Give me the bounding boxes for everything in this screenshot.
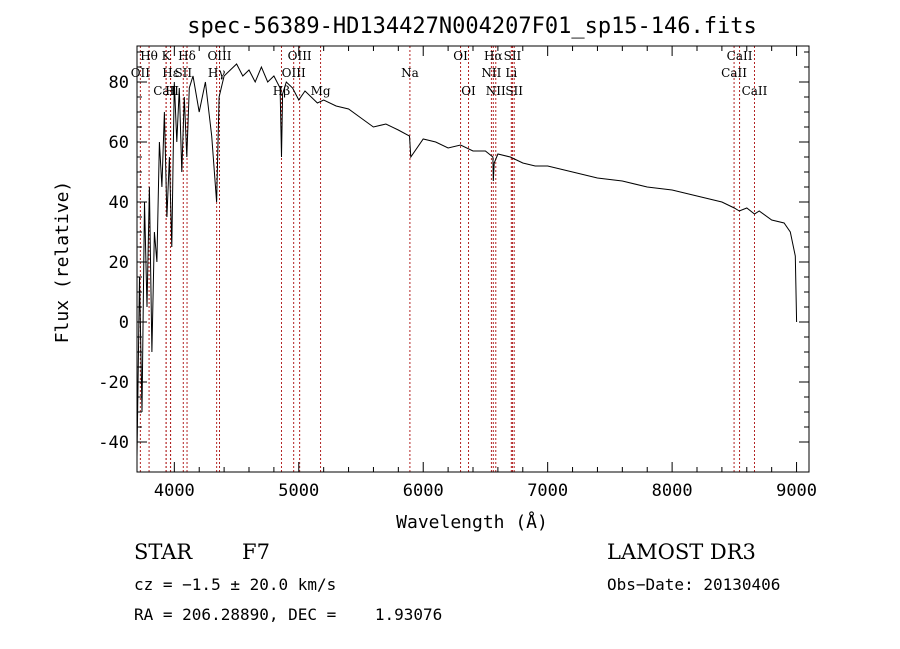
line-label-20: SII xyxy=(504,49,522,63)
line-label-3: K xyxy=(162,49,172,63)
line-label-15: OI xyxy=(453,49,468,63)
line-label-23: CaII xyxy=(727,49,753,63)
line-label-11: Mg xyxy=(311,84,331,98)
chart-title: spec-56389-HD134427N004207F01_sp15-146.f… xyxy=(187,14,757,39)
x-axis-label: Wavelength (Å) xyxy=(396,511,548,533)
y-tick-label-2: 0 xyxy=(119,313,129,333)
x-tick-label-4: 8000 xyxy=(652,481,693,501)
line-label-22: SII xyxy=(505,84,523,98)
y-axis-label: Flux (relative) xyxy=(52,181,73,344)
line-label-25: CaII xyxy=(742,84,768,98)
x-tick-label-0: 4000 xyxy=(154,481,195,501)
x-tick-label-3: 7000 xyxy=(527,481,568,501)
x-tick-label-2: 6000 xyxy=(403,481,444,501)
line-label-6: Hδ xyxy=(178,49,196,63)
spectrum-line xyxy=(136,63,798,458)
line-label-9: Hγ xyxy=(208,66,226,80)
y-tick-label-6: 80 xyxy=(109,73,129,93)
y-tick-label-0: -40 xyxy=(98,433,129,453)
ra-dec: RA = 206.28890, DEC = 1.93076 xyxy=(134,605,443,624)
line-label-14: Na xyxy=(401,66,419,80)
y-axis-ticks: -40 -20 0 20 40 60 80 xyxy=(98,51,809,453)
emission-line-markers xyxy=(139,46,755,472)
object-class: STAR xyxy=(134,540,193,564)
line-label-5: Hε xyxy=(162,66,179,80)
line-label-19: NII xyxy=(486,84,506,98)
line-label-7: SII xyxy=(174,66,192,80)
redshift-cz: cz = −1.5 ± 20.0 km/s xyxy=(134,575,337,594)
line-label-2: CaII xyxy=(153,84,179,98)
object-subclass: F7 xyxy=(242,540,270,564)
line-label-21: Li xyxy=(505,66,517,80)
emission-line-labels: HθOIICaIIKHHεHδSIIOIIIHγOIIIMgOIIIHβNaOI… xyxy=(131,49,768,98)
line-label-4: H xyxy=(165,84,175,98)
line-label-0: Hθ xyxy=(140,49,158,63)
line-label-17: Hα xyxy=(484,49,503,63)
y-tick-label-4: 40 xyxy=(109,193,129,213)
line-label-13: Hβ xyxy=(273,84,290,98)
line-label-18: NII xyxy=(481,66,501,80)
x-axis-ticks: 4000 5000 6000 7000 8000 9000 xyxy=(154,46,817,501)
x-tick-label-5: 9000 xyxy=(776,481,817,501)
x-tick-label-1: 5000 xyxy=(278,481,319,501)
survey-name: LAMOST DR3 xyxy=(607,540,756,564)
line-label-16: OI xyxy=(461,84,476,98)
y-tick-label-3: 20 xyxy=(109,253,129,273)
line-label-12: OIII xyxy=(282,66,306,80)
line-label-1: OII xyxy=(131,66,151,80)
y-tick-label-1: -20 xyxy=(98,373,129,393)
line-label-24: CaII xyxy=(721,66,747,80)
line-label-8: OIII xyxy=(207,49,231,63)
line-label-10: OIII xyxy=(288,49,312,63)
y-tick-label-5: 60 xyxy=(109,133,129,153)
observation-date: Obs−Date: 20130406 xyxy=(607,575,781,594)
plot-frame xyxy=(136,45,810,473)
